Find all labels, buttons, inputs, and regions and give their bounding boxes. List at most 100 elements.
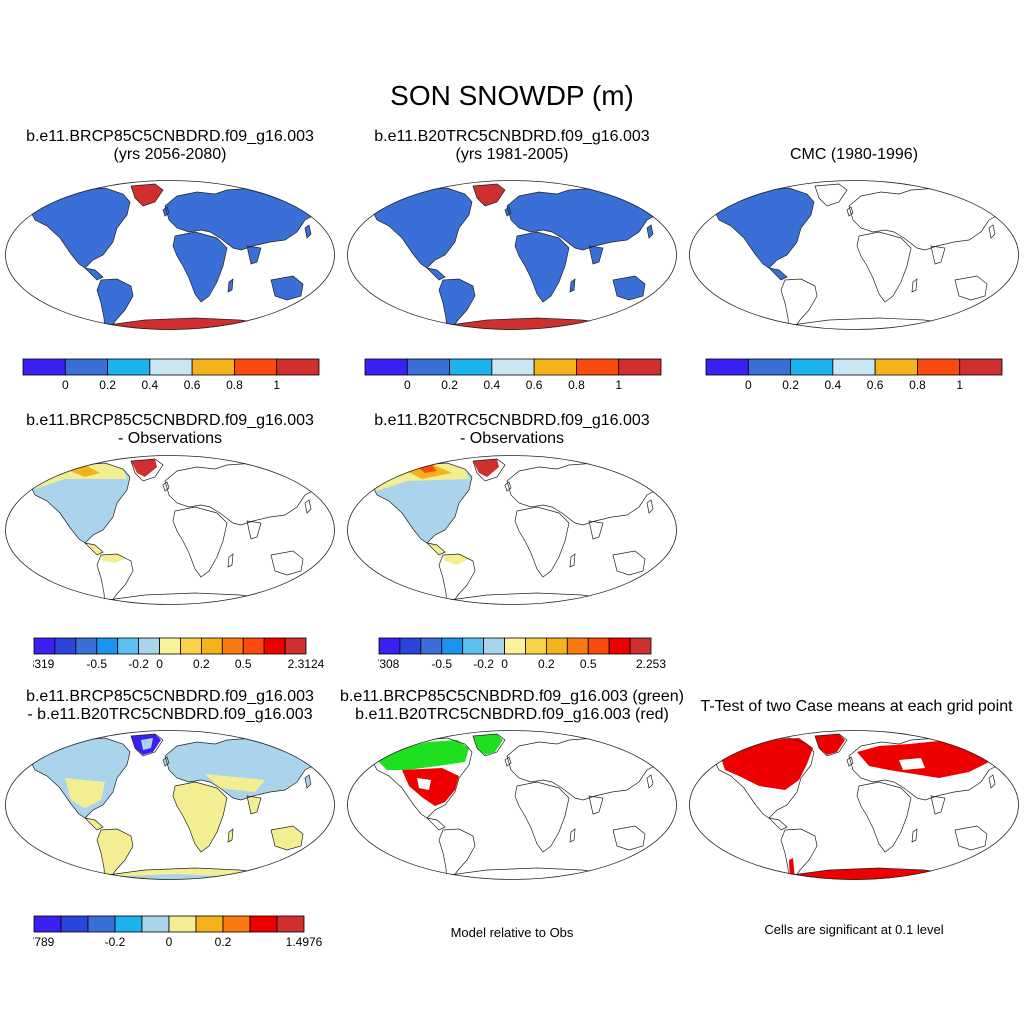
colorbar-swatch [406,358,450,376]
colorbar-swatch [191,358,235,376]
panel-1-title-line1: b.e11.BRCP85C5CNBDRD.f09_g16.003 [26,128,314,145]
colorbar-swatch [180,637,202,655]
colorbar-tick-label: 0 [62,378,69,392]
colorbar-tick-label: -1.7308 [378,657,400,671]
colorbar-tick-label: 0.4 [825,378,842,392]
colorbar-tick-label: 0.8 [568,378,585,392]
colorbar-swatch [747,358,791,376]
map-border [5,730,335,880]
snow-depth-fill [714,184,1011,340]
colorbar-tick-label: 0 [404,378,411,392]
panel-7-title-line1: b.e11.BRCP85C5CNBDRD.f09_g16.003 (green) [340,688,684,705]
significance-note: Cells are significant at 0.1 level [764,922,944,937]
colorbar-swatch [221,637,244,655]
colorbar-swatch [242,637,265,655]
panel-7-title-line2: b.e11.B20TRC5CNBDRD.f09_g16.003 (red) [355,706,669,723]
colorbar-swatch [364,358,408,376]
panel-1-title-line2: (yrs 2056-2080) [113,146,227,163]
panel-5-title-line1: b.e11.B20TRC5CNBDRD.f09_g16.003 [374,412,650,429]
colorbar-swatch [159,637,181,655]
colorbar-swatch [64,358,108,376]
panel-2-title-line1: b.e11.B20TRC5CNBDRD.f09_g16.003 [374,128,650,145]
map-border [5,455,335,605]
colorbar-swatch [60,915,89,933]
colorbar-swatch [533,358,577,376]
map-panel-8 [689,730,1019,880]
panel-8-title: T-Test of two Case means at each grid po… [689,698,1024,716]
colorbar-tick-label: 0.5 [580,657,597,671]
colorbar-swatch [525,637,547,655]
colorbar-swatch [222,915,251,933]
snow-depth-fill [30,184,327,330]
colorbar-tick-label: -0.2 [105,935,126,949]
panel-3-title-line1: CMC (1980-1996) [789,146,919,163]
colorbar-panel-3: 0 0.2 0.4 0.6 0.8 1 [705,358,1003,392]
panel-2-title-line2: (yrs 1981-2005) [455,146,569,163]
colorbar-swatch [33,637,56,655]
colorbar-tick-label: 0.2 [193,657,210,671]
colorbar-tick-label: 0 [745,378,752,392]
colorbar-swatch [618,358,662,376]
colorbar-swatch [629,637,652,655]
colorbar-swatch [234,358,278,376]
map-panel-5 [347,455,677,615]
colorbar-swatch [33,915,62,933]
colorbar-swatch [462,637,485,655]
colorbar-tick-label: 0.8 [909,378,926,392]
map-border [5,180,335,330]
snow-depth-fill [372,184,669,330]
panel-4-title-line1: b.e11.BRCP85C5CNBDRD.f09_g16.003 [26,412,314,429]
colorbar-swatch [790,358,834,376]
colorbar-tick-label: -0.2 [128,657,149,671]
colorbar-swatch [200,637,223,655]
colorbar-swatch [608,637,631,655]
panel-1-title: b.e11.BRCP85C5CNBDRD.f09_g16.003 (yrs 20… [5,128,335,164]
panel-2-title: b.e11.B20TRC5CNBDRD.f09_g16.003 (yrs 198… [347,128,677,164]
colorbar-swatch [96,637,119,655]
colorbar-swatch [705,358,749,376]
colorbar-panel-1: 0 0.2 0.4 0.6 0.8 1 [22,358,320,392]
bias-fill [372,459,669,615]
colorbar-tick-label: 0.2 [782,378,799,392]
panel-3-title: CMC (1980-1996) [689,146,1019,164]
map-panel-2 [347,180,677,330]
panel-7-title: b.e11.BRCP85C5CNBDRD.f09_g16.003 (green)… [330,688,694,724]
colorbar-tick-label: 0.2 [538,657,555,671]
colorbar-swatch [491,358,535,376]
colorbar-tick-label: 0 [166,935,173,949]
colorbar-tick-label: 2.3124 [288,657,325,671]
colorbar-swatch [832,358,876,376]
colorbar-tick-label: 0.6 [526,378,543,392]
colorbar-swatch [117,637,140,655]
colorbar-swatch [138,637,160,655]
colorbar-tick-label: -2.3319 [33,657,55,671]
colorbar-swatch [576,358,620,376]
colorbar-tick-label: 0.2 [215,935,232,949]
colorbar-swatch [504,637,526,655]
colorbar-tick-label: 0.6 [867,378,884,392]
panel-4-title: b.e11.BRCP85C5CNBDRD.f09_g16.003 - Obser… [5,412,335,448]
colorbar-tick-label: 0.2 [441,378,458,392]
map-border [689,730,1019,880]
significance-fill [714,734,1011,880]
colorbar-swatch [959,358,1003,376]
bias-fill [30,459,327,615]
model-vs-obs-note: Model relative to Obs [450,925,574,940]
map-border [347,730,677,880]
colorbar-tick-label: -1.7789 [33,935,55,949]
colorbar-swatch [449,358,493,376]
map-panel-4 [5,455,335,615]
map-panel-6 [5,730,335,880]
colorbar-swatch [545,637,568,655]
panel-8-title-line1: T-Test of two Case means at each grid po… [700,698,1013,715]
colorbar-panel-2: 0 0.2 0.4 0.6 0.8 1 [364,358,662,392]
panel-5-title-line2: - Observations [459,430,565,447]
colorbar-swatch [566,637,589,655]
panel-6-title-line2: - b.e11.B20TRC5CNBDRD.f09_g16.003 [27,706,313,723]
colorbar-swatch [195,915,224,933]
colorbar-swatch [483,637,505,655]
colorbar-swatch [107,358,151,376]
panel-6-title: b.e11.BRCP85C5CNBDRD.f09_g16.003 - b.e11… [5,688,335,724]
map-panel-1 [5,180,335,330]
colorbar-tick-label: 1.4976 [286,935,323,949]
